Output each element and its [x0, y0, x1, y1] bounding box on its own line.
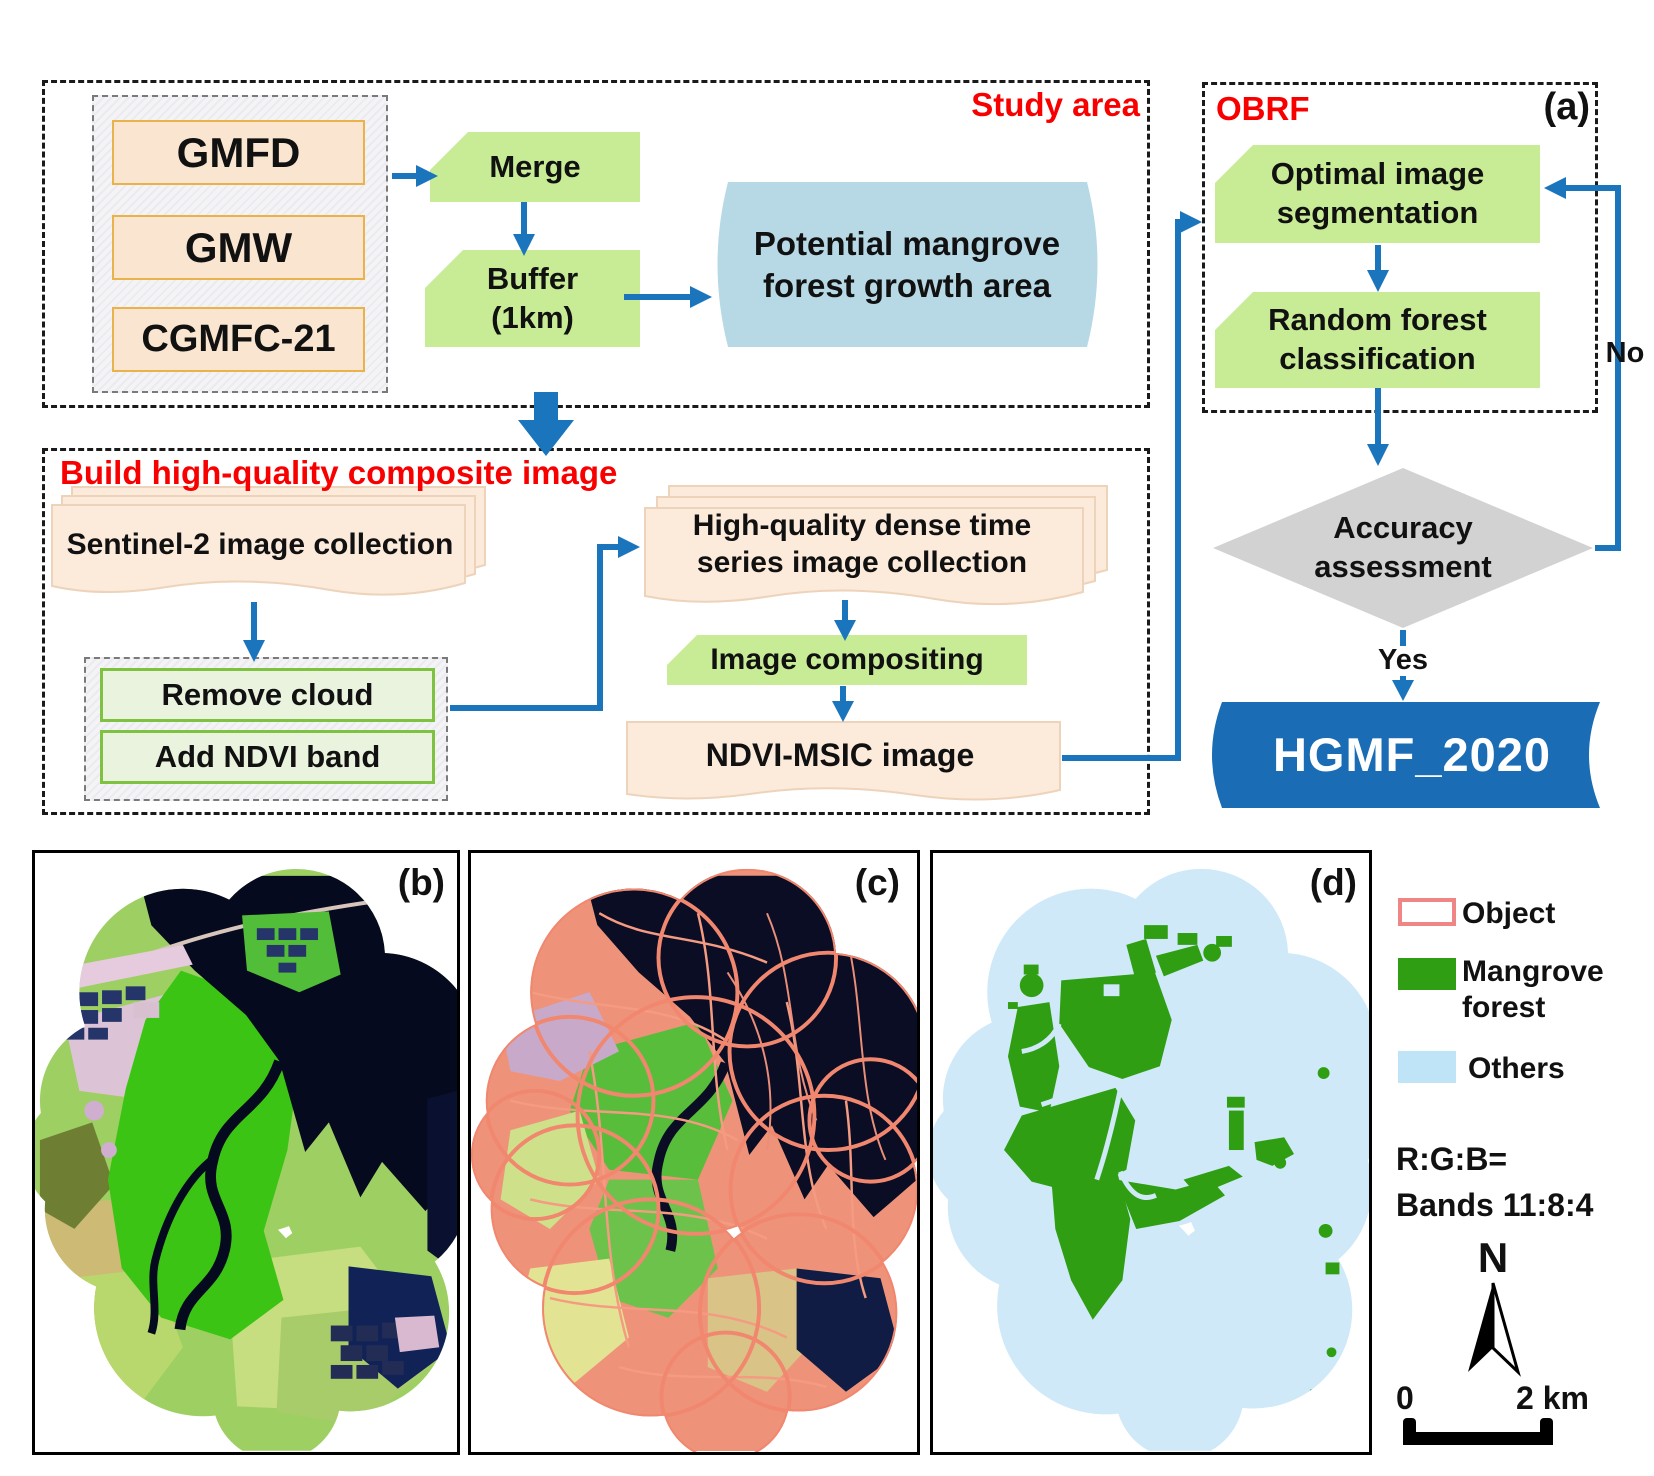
legend-object-label: Object: [1462, 897, 1556, 930]
flow-arrows: [243, 165, 1621, 761]
random-forest-node: Random forest classification: [1215, 292, 1540, 388]
legend-object-swatch: [1398, 898, 1456, 926]
north-label: N: [1477, 1234, 1509, 1281]
legend-mangrove-swatch: [1398, 958, 1456, 990]
add-ndvi-node: Add NDVI band: [100, 730, 435, 784]
legend-others-swatch: [1398, 1051, 1456, 1083]
panel-a-label: (a): [1543, 86, 1590, 128]
dataset-cgmfc21: CGMFC-21: [112, 307, 365, 372]
accuracy-label: Accuracy assessment: [1314, 510, 1492, 584]
ndvi-msic-document-shape: [626, 721, 1061, 801]
satellite-composite-art: [35, 869, 457, 1451]
legend-others-label: Others: [1468, 1052, 1565, 1085]
panel-c-label: (c): [854, 862, 900, 903]
image-compositing-node: Image compositing: [667, 635, 1027, 685]
classification-art: [933, 868, 1369, 1451]
scale-end-label: 2 km: [1516, 1380, 1589, 1416]
merge-node: Merge: [430, 132, 640, 202]
scale-bar: [1403, 1418, 1553, 1445]
legend-mangrove-label: Mangrove forest: [1462, 955, 1604, 1024]
hq-collection-label: High-quality dense time series image col…: [692, 508, 1032, 580]
no-label: No: [1605, 336, 1645, 369]
yes-label: Yes: [1378, 643, 1428, 676]
panel-d-label: (d): [1309, 862, 1357, 903]
panel-c-image: [468, 850, 920, 1455]
north-arrow-icon: [1468, 1282, 1521, 1377]
composite-box: [42, 448, 1150, 815]
optimal-segmentation-node: Optimal image segmentation: [1215, 145, 1540, 243]
obrf-box: [1202, 82, 1598, 413]
segmentation-art: [471, 868, 917, 1452]
composite-title: Build high-quality composite image: [60, 454, 618, 491]
legend-rgb-line2: Bands 11:8:4: [1396, 1187, 1594, 1223]
hq-collection-document-shape: [644, 485, 1108, 606]
remove-cloud-node: Remove cloud: [100, 668, 435, 722]
study-area-title: Study area: [971, 86, 1140, 123]
obrf-title: OBRF: [1216, 90, 1310, 127]
hgmf-output-label: HGMF_2020: [1272, 727, 1552, 781]
dataset-gmw: GMW: [112, 215, 365, 280]
potential-area-shape: [717, 182, 1098, 347]
panel-b-label: (b): [397, 862, 445, 903]
dataset-gmfd: GMFD: [112, 120, 365, 185]
sentinel-document-shape: [51, 486, 486, 596]
buffer-node: Buffer (1km): [425, 250, 640, 347]
study-area-box: [42, 80, 1150, 408]
ndvi-msic-label: NDVI-MSIC image: [705, 737, 975, 773]
legend-rgb-line1: R:G:B=: [1396, 1141, 1508, 1177]
hgmf-output-shape: [1212, 702, 1600, 808]
panel-d-image: [930, 850, 1372, 1455]
panel-b-image: [32, 850, 460, 1455]
scale-start-label: 0: [1396, 1380, 1414, 1416]
block-down-arrow: [518, 392, 574, 456]
sentinel-label: Sentinel-2 image collection: [66, 528, 454, 562]
accuracy-diamond-shape: [1213, 468, 1593, 628]
potential-area-label: Potential mangrove forest growth area: [753, 225, 1061, 304]
